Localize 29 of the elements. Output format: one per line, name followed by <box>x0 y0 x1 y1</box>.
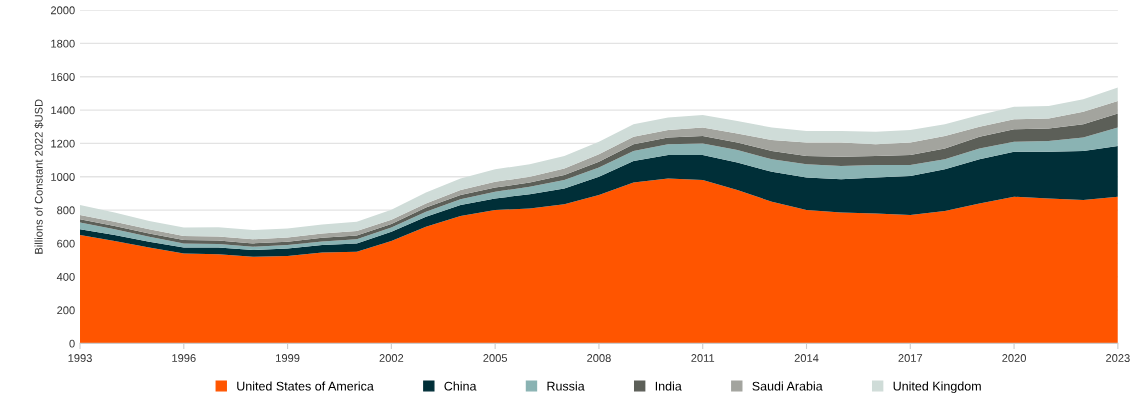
x-tick-label: 2011 <box>691 354 715 362</box>
x-tick-label: 2005 <box>483 354 508 362</box>
x-tick-label: 2020 <box>1002 354 1026 362</box>
legend-label: Saudi Arabia <box>752 381 823 391</box>
y-axis-title: Billions of Constant 2022 $USD <box>34 99 44 254</box>
x-tick-label: 1996 <box>172 354 196 362</box>
x-tick-label: 2023 <box>1106 354 1130 362</box>
y-tick-label: 1800 <box>51 39 75 48</box>
legend-label: United Kingdom <box>893 381 981 394</box>
y-tick-label: 1400 <box>51 106 75 115</box>
legend-label: Russia <box>547 381 585 391</box>
x-tick-label: 1993 <box>68 354 92 362</box>
y-tick-label: 2000 <box>50 6 75 15</box>
x-tick-label: 2017 <box>898 354 923 362</box>
y-tick-label: 1000 <box>51 173 75 181</box>
y-tick-label: 1600 <box>51 73 75 81</box>
y-tick-label: 400 <box>56 273 75 281</box>
legend-label: China <box>444 381 477 391</box>
y-tick-label: 800 <box>57 206 75 215</box>
x-tick-label: 2002 <box>379 354 404 362</box>
y-tick-label: 600 <box>57 239 75 248</box>
y-tick-label: 0 <box>69 339 75 348</box>
y-tick-label: 200 <box>57 306 75 315</box>
legend-label: India <box>655 381 682 391</box>
legend-label: United States of America <box>237 381 374 391</box>
x-tick-label: 1999 <box>276 354 300 362</box>
x-tick-label: 2014 <box>794 354 819 362</box>
x-tick-label: 2008 <box>587 354 611 362</box>
y-tick-label: 1200 <box>51 139 75 148</box>
